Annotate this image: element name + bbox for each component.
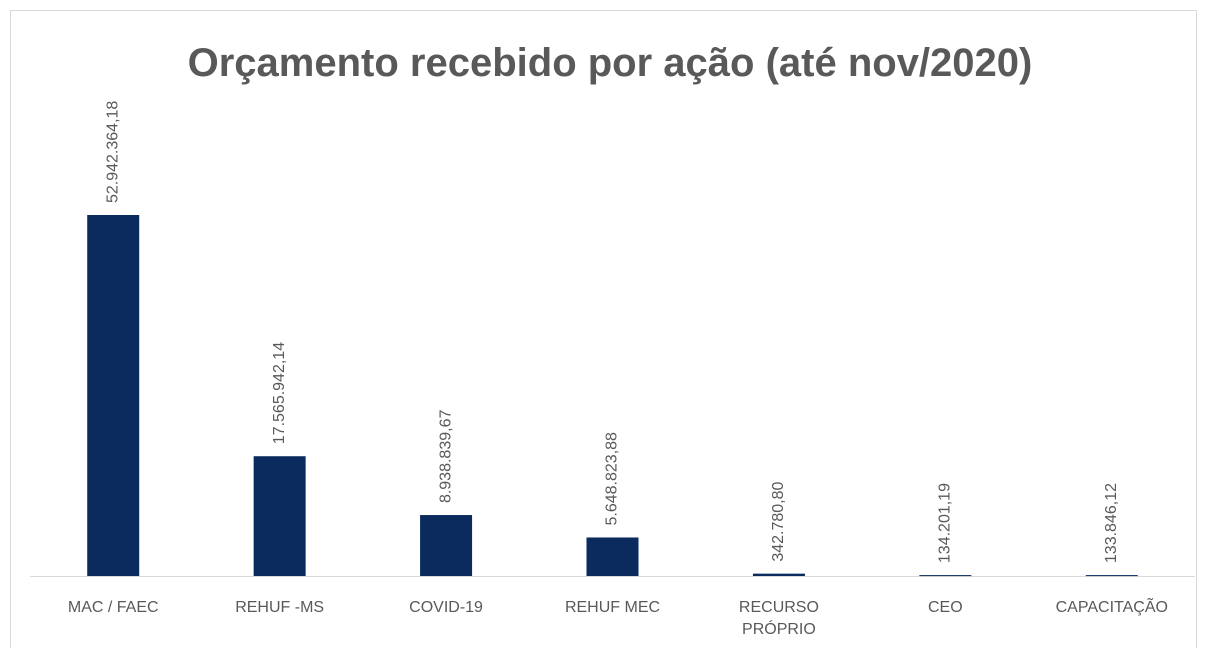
value-label: 52.942.364,18 [104,101,121,203]
x-tick-label: REHUF -MS [235,599,325,616]
value-label: 134.201,19 [937,483,954,563]
x-tick-label: MAC / FAEC [67,599,159,616]
x-tick-label: CEO [928,599,963,616]
chart-title: Orçamento recebido por ação (até nov/202… [188,41,1033,85]
value-label: 5.648.823,88 [604,432,621,526]
bar [253,456,306,576]
x-tick-label: CAPACITAÇÃO [1055,599,1168,616]
bar [87,215,140,576]
value-label: 17.565.942,14 [271,342,288,444]
x-tick-label: REHUF MEC [564,599,661,616]
value-label: 8.938.839,67 [437,410,454,504]
value-label: 342.780,80 [770,481,787,561]
bar [1085,575,1138,577]
bar [752,573,805,576]
chart-border [10,10,1197,648]
x-tick-label: RECURSO PRÓPRIO [738,599,819,638]
bar [586,537,639,576]
x-tick-label: COVID-19 [409,599,483,616]
value-label: 133.846,12 [1103,483,1120,563]
bar [420,515,473,576]
bar [919,575,972,577]
